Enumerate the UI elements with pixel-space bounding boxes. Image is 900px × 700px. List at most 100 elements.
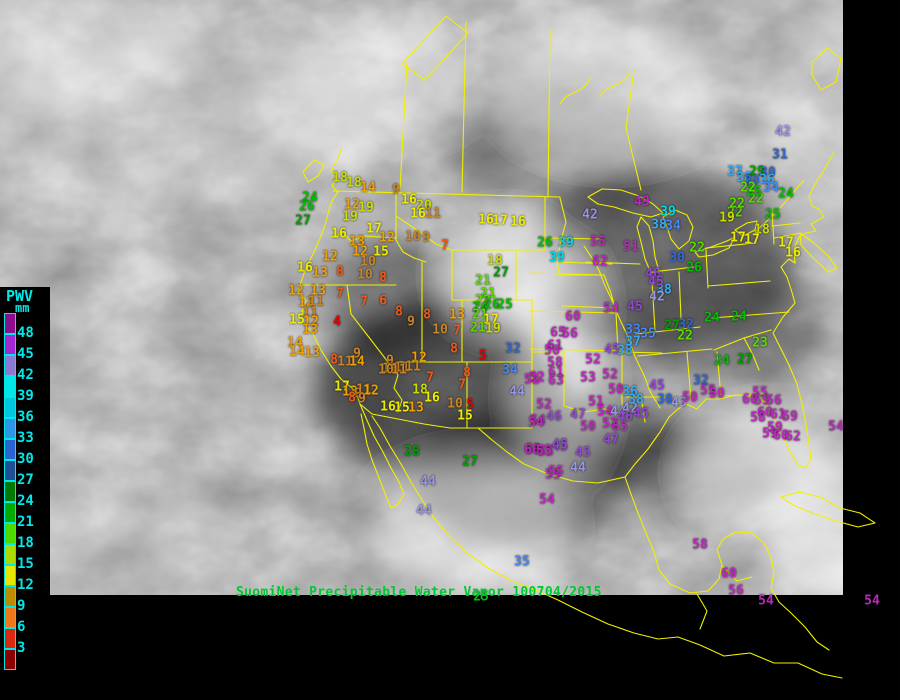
station-value: 32 (678, 317, 694, 333)
state-border-or-ca-nv (301, 284, 403, 413)
state-border-wyoming (451, 249, 533, 301)
station-value: 13 (342, 384, 358, 400)
station-value: 61 (548, 365, 564, 381)
station-value: 16 (297, 260, 313, 276)
station-value: 44 (570, 460, 586, 476)
station-value: 9 (407, 314, 415, 330)
station-value: 32 (505, 341, 521, 357)
station-value: 45 (575, 445, 591, 461)
state-border-ok-ks-ne (529, 272, 625, 352)
legend-color-segment (4, 376, 16, 397)
station-value: 60 (524, 442, 540, 458)
station-value: 42 (775, 124, 791, 140)
station-value: 54 (758, 593, 774, 609)
station-value: 52 (536, 397, 552, 413)
mississippi-river (583, 245, 661, 409)
pwv-legend: PWV mm 48 45 42 39 36 33 30 27 24 21 18 15 12 9 6 3 (0, 287, 50, 675)
station-value: 44 (416, 503, 432, 519)
station-value: 16 (424, 390, 440, 406)
legend-color-segment (4, 649, 16, 670)
station-value: 15 (394, 400, 410, 416)
station-value: 16 (410, 206, 426, 222)
station-value: 16 (331, 226, 347, 242)
legend-color-segment (4, 481, 16, 502)
atlantic-coastline (772, 151, 835, 405)
station-value: 12 (322, 249, 338, 265)
station-value: 16 (785, 245, 801, 261)
station-value: 16 (478, 212, 494, 228)
station-value: 8 (379, 270, 387, 286)
station-value: 12 (379, 230, 395, 246)
station-value: 43 (671, 395, 687, 411)
station-value: 26 (686, 260, 702, 276)
legend-color-segment (4, 523, 16, 544)
canadian-province-borders (399, 21, 642, 198)
station-value: 54 (530, 413, 546, 429)
station-value: 60 (721, 566, 737, 582)
station-value: 8 (423, 307, 431, 323)
station-value: 21 (470, 320, 486, 336)
legend-tick: 30 (17, 451, 34, 467)
station-value: 13 (310, 283, 326, 299)
state-border-southeast (686, 311, 790, 400)
station-value: 50 (682, 390, 698, 406)
station-value: 12 (344, 197, 360, 213)
station-value: 12 (352, 244, 368, 260)
station-value: 44 (420, 474, 436, 490)
station-value: 27 (664, 318, 680, 334)
station-value: 45 (552, 437, 568, 453)
gulf-coast (624, 394, 753, 478)
station-value: 15 (457, 408, 473, 424)
station-value: 13 (312, 265, 328, 281)
legend-color-segment (4, 334, 16, 355)
station-value: 12 (411, 350, 427, 366)
state-border-ky-tn (635, 326, 713, 357)
station-value: 24 (731, 309, 747, 325)
station-value: 56 (562, 326, 578, 342)
station-value: 5 (479, 348, 487, 364)
station-value: 8 (348, 390, 356, 406)
station-value: 12 (298, 295, 314, 311)
station-value: 27 (462, 454, 478, 470)
station-value: 54 (828, 419, 844, 435)
station-value: 14 (289, 344, 305, 360)
station-value: 23 (752, 335, 768, 351)
station-value: 7 (336, 286, 344, 302)
station-value: 18 (346, 175, 362, 191)
station-value: 36 (622, 384, 638, 400)
caption: SuomiNet Precipitable Water Vapor 100704… (236, 585, 602, 600)
station-value: 59 (754, 393, 770, 409)
station-value: 12 (303, 314, 319, 330)
legend-color-segment (4, 628, 16, 649)
station-value: 34 (502, 362, 518, 378)
station-value: 19 (358, 200, 374, 216)
station-value: 33 (625, 322, 641, 338)
station-value: 15 (373, 244, 389, 260)
station-value: 8 (463, 365, 471, 381)
station-value: 45 (649, 378, 665, 394)
station-value: 42 (622, 401, 638, 417)
legend-title: PWV (6, 287, 34, 305)
station-value: 6 (379, 293, 387, 309)
station-value: 52 (585, 352, 601, 368)
station-value: 39 (549, 250, 565, 266)
station-value: 54 (539, 492, 555, 508)
station-value: 9 (386, 353, 394, 369)
station-value: 4 (333, 314, 341, 330)
station-value: 20 (416, 198, 432, 214)
legend-tick: 24 (17, 493, 34, 509)
st-lawrence-river (754, 179, 805, 233)
station-value: 37 (625, 334, 641, 350)
lake-huron (662, 209, 694, 250)
station-value: 46 (617, 409, 633, 425)
station-value: 50 (709, 386, 725, 402)
state-border-mt-dakotas (451, 196, 601, 251)
station-value: 17 (744, 232, 760, 248)
station-value: 55 (612, 419, 628, 435)
station-value: 21 (480, 286, 496, 302)
station-value: 35 (640, 326, 656, 342)
legend-tick: 15 (17, 556, 34, 572)
legend-color-segment (4, 355, 16, 376)
station-value: 29 (749, 164, 765, 180)
